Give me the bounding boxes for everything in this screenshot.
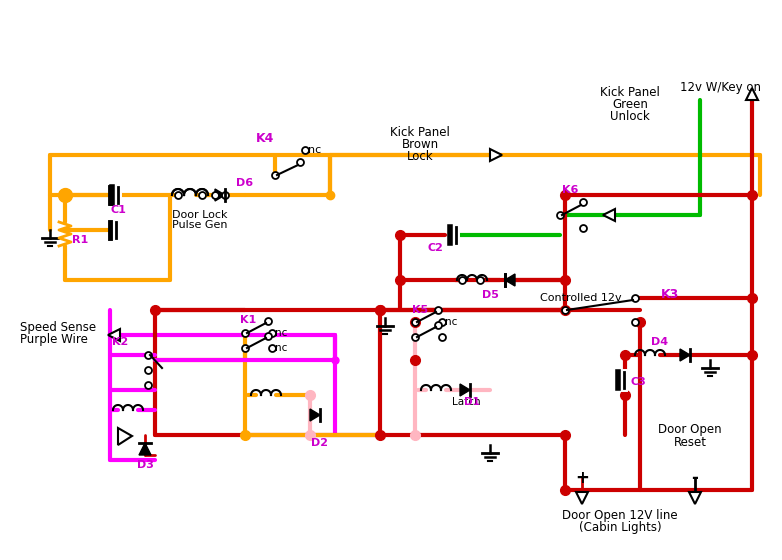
Text: +: + bbox=[575, 469, 589, 487]
Text: (Cabin Lights): (Cabin Lights) bbox=[579, 520, 662, 534]
Text: Door Lock: Door Lock bbox=[172, 210, 228, 220]
Text: Green: Green bbox=[612, 97, 648, 110]
Text: nc: nc bbox=[275, 328, 287, 338]
Polygon shape bbox=[118, 428, 132, 445]
Text: Door Open: Door Open bbox=[658, 423, 722, 436]
Text: K4: K4 bbox=[256, 132, 274, 144]
Text: Unlock: Unlock bbox=[610, 110, 650, 123]
Text: D2: D2 bbox=[311, 438, 328, 448]
Text: K2: K2 bbox=[112, 337, 128, 347]
Text: Purple Wire: Purple Wire bbox=[20, 334, 88, 347]
Text: Kick Panel: Kick Panel bbox=[390, 125, 450, 138]
Polygon shape bbox=[576, 492, 588, 504]
Text: D5: D5 bbox=[482, 290, 498, 300]
Polygon shape bbox=[505, 274, 515, 286]
Polygon shape bbox=[108, 329, 120, 341]
Text: 12v W/Key on: 12v W/Key on bbox=[680, 82, 761, 95]
Text: Reset: Reset bbox=[673, 436, 706, 449]
Text: -: - bbox=[691, 469, 698, 487]
Text: Lock: Lock bbox=[407, 150, 433, 162]
Polygon shape bbox=[746, 88, 758, 100]
Polygon shape bbox=[689, 492, 701, 504]
Polygon shape bbox=[310, 409, 320, 421]
Text: Door Open 12V line: Door Open 12V line bbox=[562, 508, 678, 521]
Text: K6: K6 bbox=[561, 185, 578, 195]
Polygon shape bbox=[680, 349, 690, 361]
Text: Kick Panel: Kick Panel bbox=[600, 86, 660, 99]
Text: D1: D1 bbox=[464, 397, 480, 407]
Text: Pulse Gen: Pulse Gen bbox=[172, 220, 228, 230]
Text: nc: nc bbox=[275, 343, 287, 353]
Text: Brown: Brown bbox=[401, 138, 439, 151]
Polygon shape bbox=[603, 209, 615, 221]
Text: Latch: Latch bbox=[452, 397, 481, 407]
Text: K3: K3 bbox=[661, 288, 679, 301]
Text: Controlled 12v: Controlled 12v bbox=[540, 293, 622, 303]
Text: C1: C1 bbox=[110, 205, 126, 215]
Text: D3: D3 bbox=[137, 460, 153, 470]
Text: C2: C2 bbox=[427, 243, 443, 253]
Text: nc: nc bbox=[308, 145, 321, 155]
Polygon shape bbox=[490, 149, 502, 161]
Polygon shape bbox=[139, 443, 151, 455]
Polygon shape bbox=[460, 384, 470, 396]
Text: D4: D4 bbox=[651, 337, 669, 347]
Text: Speed Sense: Speed Sense bbox=[20, 321, 96, 334]
Text: K5: K5 bbox=[412, 305, 428, 315]
Text: C3: C3 bbox=[630, 377, 646, 387]
Polygon shape bbox=[215, 189, 225, 201]
Text: D6: D6 bbox=[236, 178, 253, 188]
Text: R1: R1 bbox=[72, 235, 88, 245]
Text: nc: nc bbox=[445, 317, 457, 327]
Text: K1: K1 bbox=[240, 315, 256, 325]
